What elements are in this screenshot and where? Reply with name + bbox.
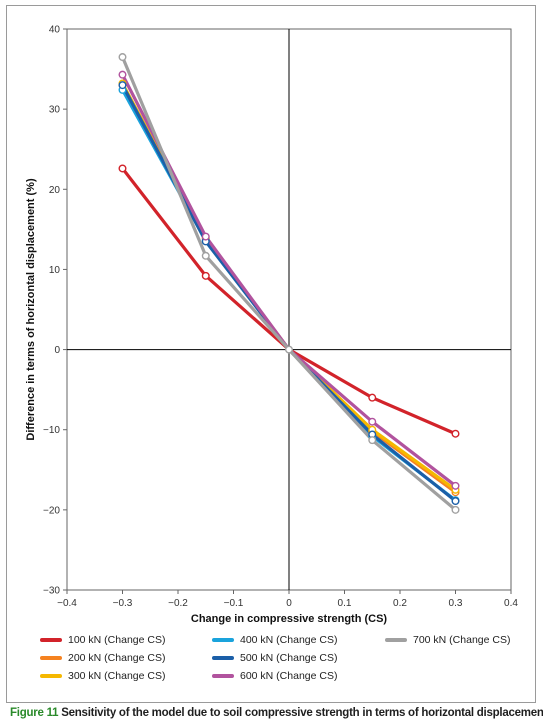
x-tick-label: 0 bbox=[286, 598, 292, 609]
figure-label: Figure 11 bbox=[10, 707, 59, 719]
legend-item: 600 kN (Change CS) bbox=[212, 668, 337, 684]
data-point bbox=[368, 436, 377, 445]
legend-swatch bbox=[40, 638, 62, 642]
line-chart: −0.4 −0.3 −0.2 −0.1 0 0.1 0.2 0.3 0.4 −30 −20 −10 0 1… bbox=[25, 25, 518, 626]
legend-item: 500 kN (Change CS) bbox=[212, 650, 337, 666]
legend-label: 600 kN (Change CS) bbox=[240, 670, 338, 682]
x-tick-label: 0.1 bbox=[338, 598, 352, 609]
figure-caption-text: Sensitivity of the model due to soil com… bbox=[61, 707, 543, 719]
data-point bbox=[451, 481, 460, 490]
legend-swatch bbox=[212, 638, 234, 642]
y-tick-label: 20 bbox=[49, 185, 61, 196]
data-point bbox=[368, 393, 377, 402]
legend-swatch bbox=[212, 674, 234, 678]
y-tick-label: −10 bbox=[43, 425, 60, 436]
data-point bbox=[118, 164, 127, 173]
legend-swatch bbox=[385, 638, 407, 642]
data-point bbox=[201, 271, 210, 280]
x-axis-title: Change in compressive strength (CS) bbox=[191, 613, 388, 625]
x-tick-label: −0.1 bbox=[224, 598, 244, 609]
data-point bbox=[118, 53, 127, 62]
data-point bbox=[201, 251, 210, 260]
x-tick-label: −0.3 bbox=[113, 598, 133, 609]
y-tick-label: 40 bbox=[49, 25, 61, 36]
legend-label: 300 kN (Change CS) bbox=[68, 670, 166, 682]
y-tick-label: −20 bbox=[43, 505, 60, 516]
x-tick-label: −0.4 bbox=[57, 598, 77, 609]
data-point bbox=[451, 497, 460, 506]
x-tick-label: 0.4 bbox=[504, 598, 518, 609]
data-point bbox=[118, 81, 127, 90]
data-point bbox=[368, 417, 377, 426]
legend-swatch bbox=[40, 674, 62, 678]
legend-label: 200 kN (Change CS) bbox=[68, 652, 166, 664]
legend-item: 100 kN (Change CS) bbox=[40, 632, 165, 648]
data-point bbox=[201, 232, 210, 241]
y-tick-label: 10 bbox=[49, 265, 61, 276]
y-tick-label: 0 bbox=[54, 345, 60, 356]
legend-item: 300 kN (Change CS) bbox=[40, 668, 165, 684]
legend-item: 400 kN (Change CS) bbox=[212, 632, 337, 648]
chart-legend: 100 kN (Change CS) 200 kN (Change CS) 300 … bbox=[40, 632, 530, 686]
legend-swatch bbox=[40, 656, 62, 660]
legend-item: 700 kN (Change CS) bbox=[385, 632, 510, 648]
x-tick-label: −0.2 bbox=[168, 598, 188, 609]
data-point bbox=[118, 70, 127, 79]
legend-item: 200 kN (Change CS) bbox=[40, 650, 165, 666]
data-point bbox=[451, 505, 460, 514]
legend-label: 100 kN (Change CS) bbox=[68, 634, 166, 646]
y-axis-title: Difference in terms of horizontal displa… bbox=[25, 178, 37, 441]
legend-swatch bbox=[212, 656, 234, 660]
legend-label: 400 kN (Change CS) bbox=[240, 634, 338, 646]
figure-caption: Figure 11 Sensitivity of the model due t… bbox=[10, 707, 543, 719]
legend-label: 700 kN (Change CS) bbox=[413, 634, 511, 646]
y-tick-label: 30 bbox=[49, 105, 61, 116]
x-tick-label: 0.2 bbox=[393, 598, 407, 609]
data-point bbox=[451, 429, 460, 438]
y-tick-label: −30 bbox=[43, 586, 60, 597]
origin-point bbox=[285, 345, 294, 354]
figure-frame bbox=[6, 5, 536, 703]
legend-label: 500 kN (Change CS) bbox=[240, 652, 338, 664]
x-tick-label: 0.3 bbox=[449, 598, 463, 609]
